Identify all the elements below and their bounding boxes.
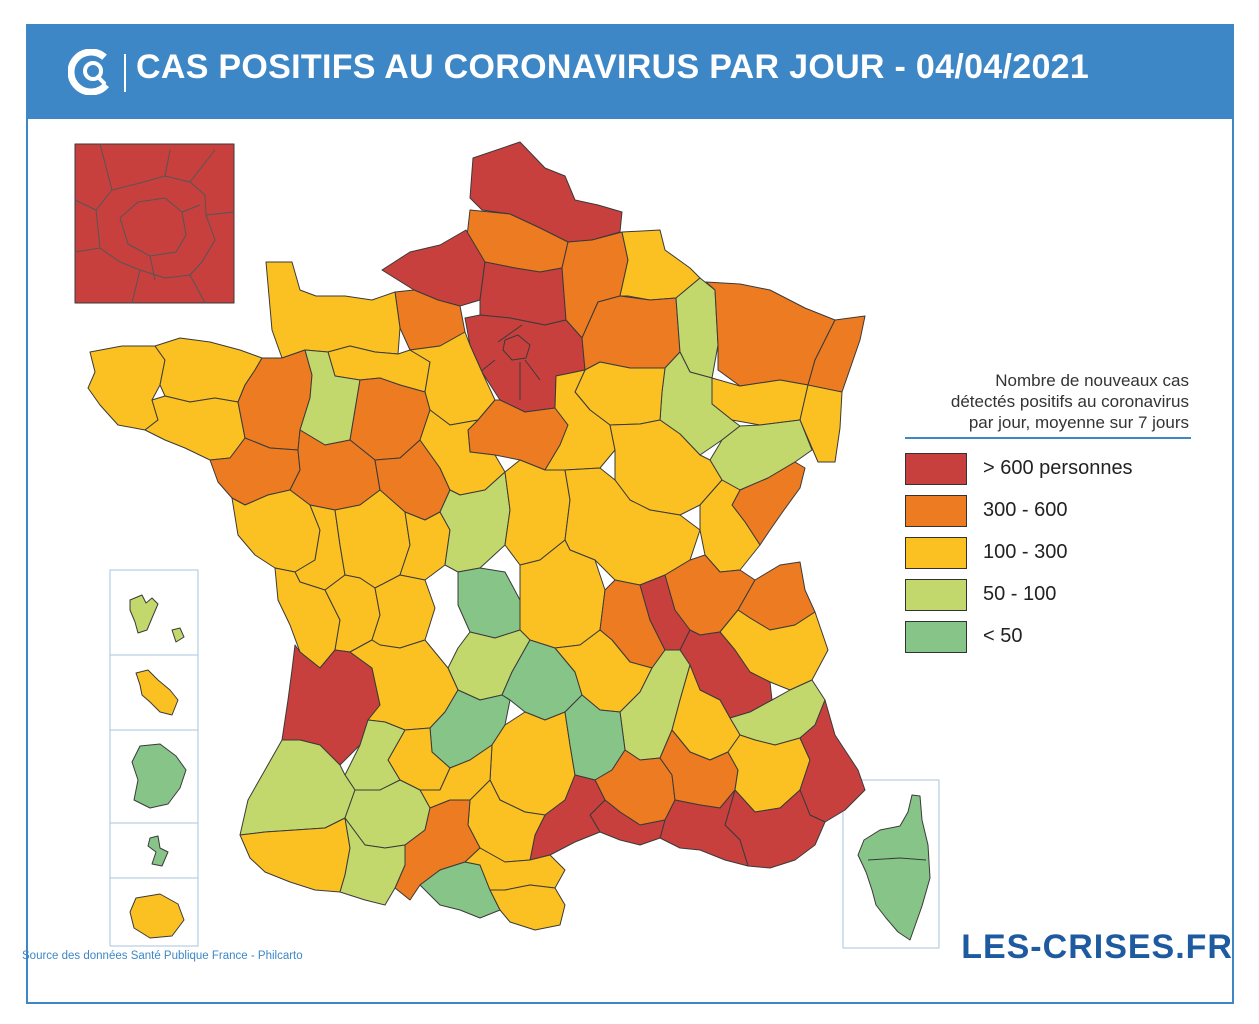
dept-cher	[439, 471, 511, 573]
dept-hautes-pyrenees	[339, 817, 406, 906]
legend-swatch	[905, 579, 967, 611]
dept-morbihan	[144, 395, 246, 461]
guadeloupe	[129, 594, 185, 643]
legend-label: > 600 personnes	[983, 457, 1133, 479]
legend-item: 300 - 600	[905, 495, 1205, 537]
legend-item: > 600 personnes	[905, 453, 1205, 495]
legend-item: < 50	[905, 621, 1205, 663]
page-title: CAS POSITIFS AU CORONAVIRUS PAR JOUR - 0…	[136, 48, 1090, 86]
les-crises-logo-icon	[68, 49, 114, 95]
dept-nord-pas-de-calais	[469, 141, 623, 243]
martinique	[135, 669, 179, 716]
dept-pyrenees-orientales	[489, 884, 566, 931]
header-separator	[124, 54, 126, 92]
corse	[857, 794, 931, 941]
legend-divider	[905, 437, 1191, 439]
legend-item: 100 - 300	[905, 537, 1205, 579]
brand-logo-text: LES-CRISES.FR	[961, 928, 1233, 966]
legend-label: 300 - 600	[983, 499, 1068, 521]
dept-marne	[581, 295, 681, 371]
dept-oise	[479, 261, 567, 326]
guyane	[131, 743, 187, 809]
dept-calvados	[265, 261, 401, 359]
legend-swatch	[905, 537, 967, 569]
legend-swatch	[905, 453, 967, 485]
dept-creuse	[457, 567, 521, 639]
legend: Nombre de nouveaux cas détectés positifs…	[905, 370, 1205, 663]
dept-jura	[699, 479, 761, 573]
dept-alpes-maritimes	[799, 699, 866, 823]
legend-swatch	[905, 495, 967, 527]
legend-label: < 50	[983, 625, 1023, 647]
dept-aude	[464, 847, 566, 891]
legend-label: 100 - 300	[983, 541, 1068, 563]
mayotte	[147, 835, 169, 867]
legend-swatch	[905, 621, 967, 653]
dept-finistere	[87, 345, 166, 431]
header-bar: CAS POSITIFS AU CORONAVIRUS PAR JOUR - 0…	[28, 26, 1232, 119]
legend-title: Nombre de nouveaux cas détectés positifs…	[950, 371, 1189, 432]
source-credit: Source des données Santé Publique France…	[22, 950, 303, 962]
dept-bouches-du-rhone	[659, 789, 749, 867]
la-reunion	[129, 893, 185, 939]
legend-item: 50 - 100	[905, 579, 1205, 621]
legend-label: 50 - 100	[983, 583, 1057, 605]
dept-haute-vienne	[371, 574, 436, 649]
